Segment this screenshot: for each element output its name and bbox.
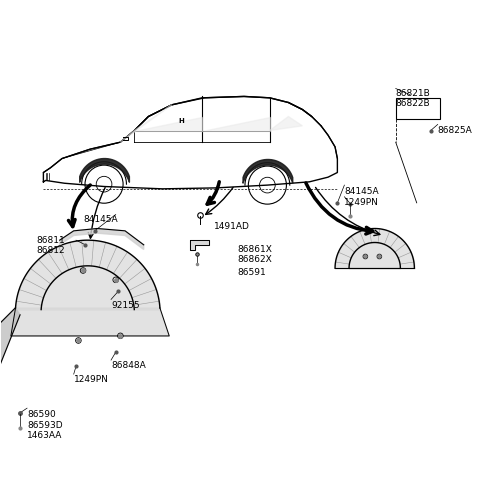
Polygon shape	[202, 116, 270, 131]
Text: 86811
86812: 86811 86812	[36, 236, 65, 255]
Text: 86590
86593D
1463AA: 86590 86593D 1463AA	[27, 411, 63, 440]
Polygon shape	[60, 229, 144, 250]
Polygon shape	[11, 308, 169, 336]
Bar	[396, 98, 440, 119]
Polygon shape	[120, 105, 172, 142]
Text: 1491AD: 1491AD	[214, 222, 250, 231]
Polygon shape	[134, 116, 202, 131]
Text: 86821B
86822B: 86821B 86822B	[396, 88, 431, 108]
Text: 92155: 92155	[111, 301, 140, 310]
Text: H: H	[178, 118, 184, 124]
Text: 1249PN: 1249PN	[344, 198, 379, 207]
Text: 84145A: 84145A	[83, 215, 118, 224]
Polygon shape	[191, 240, 209, 250]
Text: 86848A: 86848A	[111, 361, 146, 370]
Text: 1249PN: 1249PN	[74, 375, 108, 385]
Text: 84145A: 84145A	[344, 187, 379, 196]
Polygon shape	[270, 116, 302, 131]
Text: 86825A: 86825A	[438, 126, 472, 135]
Polygon shape	[0, 308, 20, 373]
Text: 86861X
86862X: 86861X 86862X	[237, 245, 272, 264]
Text: 86591: 86591	[237, 268, 266, 277]
